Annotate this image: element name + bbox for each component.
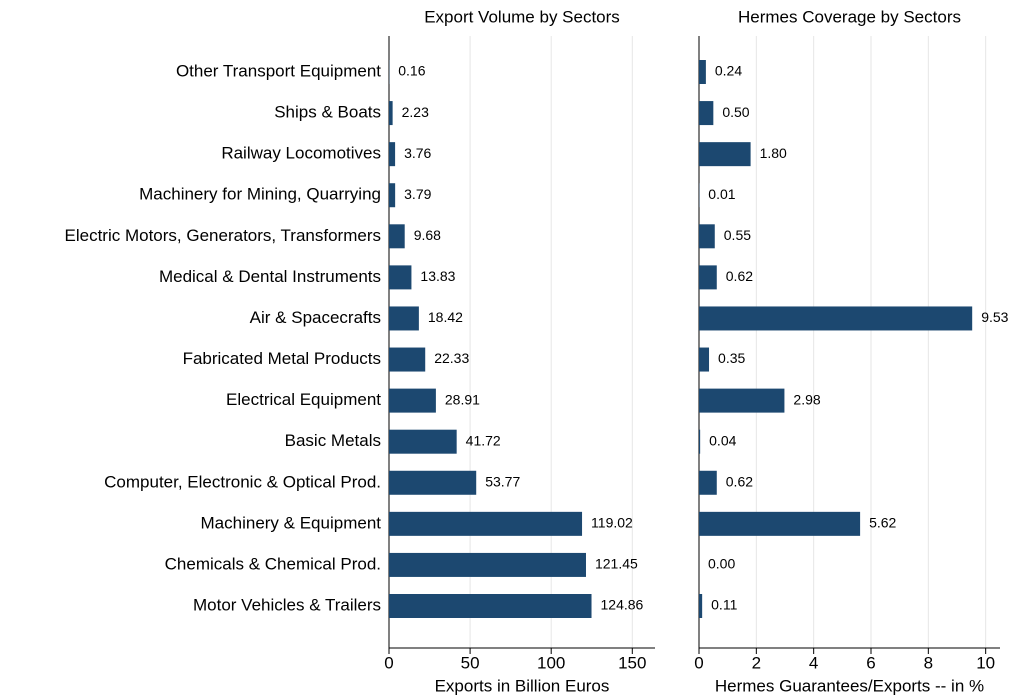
bar bbox=[389, 224, 405, 249]
value-label: 0.00 bbox=[708, 556, 735, 572]
bar bbox=[699, 594, 703, 618]
bar bbox=[389, 347, 426, 372]
chart-title: Export Volume by Sectors bbox=[424, 7, 620, 26]
x-tick-label: 150 bbox=[618, 653, 646, 672]
y-tick-label: Electric Motors, Generators, Transformer… bbox=[65, 226, 381, 245]
value-label: 3.79 bbox=[404, 186, 431, 202]
x-axis-label: Exports in Billion Euros bbox=[435, 676, 610, 695]
x-tick-label: 0 bbox=[384, 653, 393, 672]
bar bbox=[699, 142, 751, 167]
y-tick-label: Computer, Electronic & Optical Prod. bbox=[104, 472, 381, 491]
bar bbox=[389, 470, 477, 495]
value-label: 0.35 bbox=[718, 350, 745, 366]
bar bbox=[699, 101, 714, 126]
bar bbox=[389, 265, 412, 290]
y-tick-label: Motor Vehicles & Trailers bbox=[193, 595, 381, 614]
value-label: 121.45 bbox=[595, 556, 638, 572]
value-label: 22.33 bbox=[434, 350, 469, 366]
y-tick-label: Machinery for Mining, Quarrying bbox=[139, 185, 381, 204]
bar bbox=[699, 347, 710, 372]
y-tick-label: Electrical Equipment bbox=[226, 390, 381, 409]
x-tick-label: 2 bbox=[752, 653, 761, 672]
bar bbox=[699, 265, 717, 290]
bar bbox=[389, 511, 583, 536]
bar bbox=[389, 388, 436, 413]
value-label: 0.62 bbox=[726, 473, 753, 489]
x-tick-label: 10 bbox=[976, 653, 995, 672]
bar bbox=[699, 388, 785, 413]
bar bbox=[699, 60, 706, 84]
x-axis-label: Hermes Guarantees/Exports -- in % bbox=[715, 676, 984, 695]
bar bbox=[699, 224, 715, 249]
bar bbox=[699, 511, 861, 536]
value-label: 119.02 bbox=[591, 515, 633, 531]
y-tick-label: Chemicals & Chemical Prod. bbox=[165, 554, 381, 573]
x-tick-label: 50 bbox=[461, 653, 480, 672]
bar bbox=[699, 429, 701, 454]
y-tick-label: Fabricated Metal Products bbox=[183, 349, 381, 368]
y-tick-label: Railway Locomotives bbox=[221, 144, 381, 163]
value-label: 41.72 bbox=[466, 432, 501, 448]
value-label: 53.77 bbox=[485, 473, 520, 489]
x-tick-label: 100 bbox=[537, 653, 565, 672]
bar bbox=[389, 552, 586, 577]
value-label: 2.98 bbox=[793, 391, 820, 407]
value-label: 1.80 bbox=[760, 145, 787, 161]
value-label: 0.62 bbox=[726, 268, 753, 284]
bar bbox=[699, 306, 973, 331]
x-tick-label: 6 bbox=[866, 653, 875, 672]
value-label: 13.83 bbox=[420, 268, 455, 284]
chart-title: Hermes Coverage by Sectors bbox=[738, 7, 961, 26]
value-label: 9.68 bbox=[414, 227, 441, 243]
y-tick-label: Ships & Boats bbox=[274, 103, 381, 122]
value-label: 0.50 bbox=[722, 104, 749, 120]
x-tick-label: 0 bbox=[694, 653, 703, 672]
value-label: 124.86 bbox=[601, 597, 644, 613]
value-label: 0.55 bbox=[724, 227, 751, 243]
value-label: 0.16 bbox=[398, 63, 425, 79]
bar bbox=[389, 142, 396, 167]
y-tick-label: Machinery & Equipment bbox=[201, 513, 382, 532]
y-tick-label: Air & Spacecrafts bbox=[250, 308, 381, 327]
value-label: 0.24 bbox=[715, 63, 742, 79]
bar bbox=[389, 594, 592, 618]
value-label: 5.62 bbox=[869, 515, 896, 531]
y-tick-label: Medical & Dental Instruments bbox=[159, 267, 381, 286]
bar bbox=[389, 306, 419, 331]
value-label: 2.23 bbox=[402, 104, 429, 120]
x-tick-label: 8 bbox=[924, 653, 933, 672]
bar bbox=[389, 429, 457, 454]
value-label: 3.76 bbox=[404, 145, 431, 161]
bar bbox=[389, 101, 393, 126]
value-label: 0.11 bbox=[711, 597, 737, 613]
value-label: 0.04 bbox=[709, 432, 736, 448]
x-tick-label: 4 bbox=[809, 653, 818, 672]
value-label: 0.01 bbox=[708, 186, 735, 202]
bar bbox=[389, 183, 396, 208]
value-label: 9.53 bbox=[981, 309, 1008, 325]
y-tick-label: Other Transport Equipment bbox=[176, 61, 381, 80]
y-tick-label: Basic Metals bbox=[285, 431, 381, 450]
value-label: 18.42 bbox=[428, 309, 463, 325]
value-label: 28.91 bbox=[445, 391, 480, 407]
bar bbox=[699, 470, 717, 495]
